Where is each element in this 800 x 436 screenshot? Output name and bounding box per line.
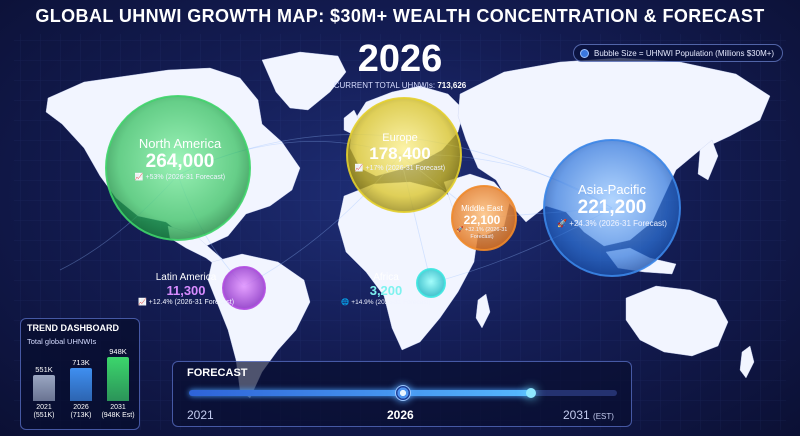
- globe-icon: 🌐: [341, 299, 350, 306]
- timeline-end-knob[interactable]: [526, 388, 536, 398]
- forecast-title: FORECAST: [187, 367, 248, 379]
- region-growth: 🚀 +24.3% (2026-31 Forecast): [557, 219, 667, 228]
- chart-up-icon: 📈: [137, 299, 147, 306]
- bubble-icon: [580, 48, 589, 58]
- timeline-current-label[interactable]: 2026: [387, 408, 414, 422]
- timeline-fill: [189, 390, 531, 396]
- dashboard-bar-year: 2021: [36, 404, 52, 411]
- region-name: Asia-Pacific: [578, 182, 646, 197]
- chart-up-icon: 📈: [134, 174, 144, 181]
- current-total: CURRENT TOTAL UHNWIs: 713,626: [300, 81, 500, 90]
- asia-pacific-bubble[interactable]: [543, 139, 681, 277]
- rocket-icon: 🚀: [557, 219, 568, 228]
- latin-america-bubble[interactable]: [222, 266, 266, 310]
- region-value: 11,300: [166, 283, 206, 298]
- region-europe[interactable]: Europe 178,400 📈 +17% (2026-31 Forecast): [340, 132, 460, 172]
- dashboard-bar-year: 2031: [110, 404, 126, 411]
- current-total-value: 713,626: [437, 81, 467, 90]
- japan-shape: [697, 139, 719, 181]
- north-america-bubble[interactable]: [105, 95, 251, 241]
- region-bubbles: [105, 95, 681, 310]
- timeline-track[interactable]: [189, 385, 617, 401]
- chart-up-icon: 📈: [354, 165, 364, 172]
- trend-dashboard: TREND DASHBOARD Total global UHNWIs 551K…: [20, 318, 140, 430]
- region-name: North America: [138, 136, 222, 151]
- dashboard-bar-2026: [70, 368, 92, 401]
- region-growth: 🌐 +14.9% (2026-31 Forecast): [341, 299, 431, 306]
- middle-east-bubble[interactable]: [451, 185, 517, 251]
- region-value: 264,000: [145, 151, 215, 172]
- region-value: 178,400: [369, 144, 431, 163]
- region-latin-america[interactable]: Latin America 11,300 📈 +12.4% (2026-31 F…: [136, 272, 236, 306]
- dashboard-bar-value: 948K: [109, 347, 127, 356]
- current-year-display: 2026: [357, 38, 443, 80]
- region-growth: 🚀 +32.1% (2026-31 Forecast): [456, 227, 508, 240]
- region-growth: 📈 +12.4% (2026-31 Forecast): [137, 299, 235, 306]
- africa-bubble[interactable]: [416, 268, 446, 298]
- madagascar-shape: [475, 293, 491, 329]
- region-name: Latin America: [155, 272, 217, 283]
- dashboard-bar-value: 551K: [35, 365, 53, 374]
- region-name: Middle East: [461, 204, 503, 213]
- dashboard-bar-sub: (551K): [33, 412, 55, 419]
- region-middle-east[interactable]: Middle East 22,100 🚀 +32.1% (2026-31 For…: [450, 204, 514, 241]
- dashboard-bar-2031: [107, 357, 129, 401]
- timeline-current-knob[interactable]: [395, 385, 411, 401]
- timeline-end-label[interactable]: 2031 (EST): [563, 408, 614, 422]
- dashboard-bar-year: 2026: [73, 404, 89, 411]
- region-name: Africa: [373, 272, 399, 283]
- region-growth: 📈 +53% (2026-31 Forecast): [134, 174, 226, 181]
- region-value: 3,200: [369, 283, 403, 298]
- dashboard-bar-label: 2026 (713K): [64, 404, 98, 420]
- dashboard-subtitle: Total global UHNWIs: [27, 337, 97, 346]
- dashboard-bar-label: 2021 (551K): [27, 404, 61, 420]
- australia-shape: [625, 285, 729, 357]
- dashboard-bar-label: 2031 (948K Est): [101, 404, 135, 420]
- europe-bubble[interactable]: [346, 97, 462, 213]
- dashboard-bar-2021: [33, 375, 55, 401]
- region-name: Europe: [382, 132, 418, 144]
- legend-text: Bubble Size = UHNWI Population (Millions…: [594, 48, 775, 58]
- region-north-america[interactable]: North America 264,000 📈 +53% (2026-31 Fo…: [110, 136, 250, 181]
- rocket-icon: 🚀: [456, 227, 464, 233]
- dashboard-bar-sub: (948K Est): [101, 412, 135, 419]
- bubble-legend: Bubble Size = UHNWI Population (Millions…: [573, 44, 783, 62]
- dashboard-bar-value: 713K: [72, 358, 90, 367]
- page-title: GLOBAL UHNWI GROWTH MAP: $30M+ WEALTH CO…: [35, 6, 765, 26]
- region-africa[interactable]: Africa 3,200 🌐 +14.9% (2026-31 Forecast): [336, 272, 436, 306]
- dashboard-title: TREND DASHBOARD: [27, 323, 119, 333]
- greenland-shape: [261, 51, 347, 111]
- new-zealand-shape: [739, 345, 755, 379]
- region-value: 221,200: [577, 197, 647, 218]
- forecast-panel: FORECAST 2021 2026 2031 (EST): [172, 361, 632, 427]
- current-total-label: CURRENT TOTAL UHNWIs:: [333, 81, 436, 90]
- region-value: 22,100: [463, 213, 501, 227]
- region-growth: 📈 +17% (2026-31 Forecast): [354, 165, 446, 172]
- timeline-start-label[interactable]: 2021: [187, 408, 214, 422]
- region-asia-pacific[interactable]: Asia-Pacific 221,200 🚀 +24.3% (2026-31 F…: [550, 182, 674, 228]
- dashboard-bar-sub: (713K): [70, 412, 92, 419]
